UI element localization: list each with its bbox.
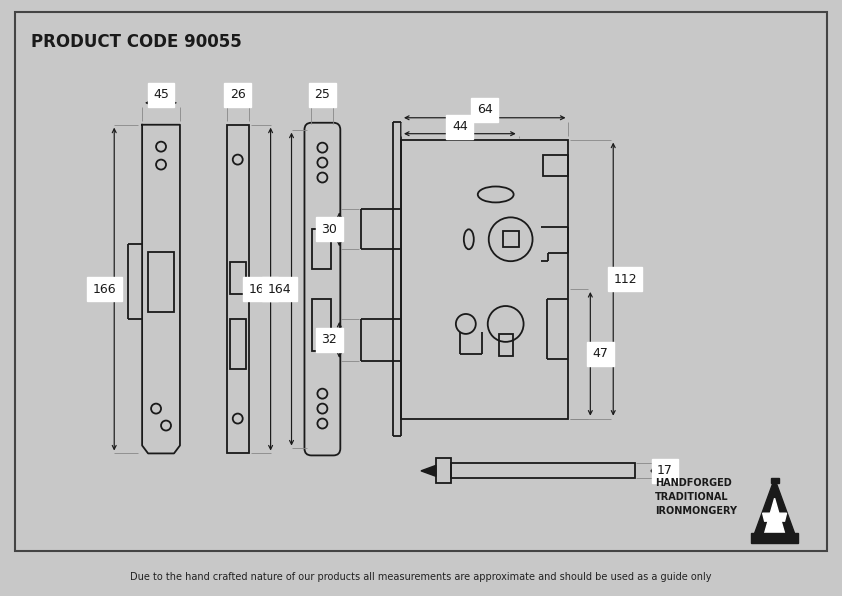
Bar bbox=[312, 299, 332, 351]
Bar bbox=[503, 231, 519, 247]
Text: 64: 64 bbox=[477, 103, 493, 116]
Bar bbox=[498, 334, 513, 356]
Bar bbox=[230, 319, 246, 369]
Polygon shape bbox=[754, 479, 795, 533]
Text: Due to the hand crafted nature of our products all measurements are approximate : Due to the hand crafted nature of our pr… bbox=[131, 572, 711, 582]
Text: 25: 25 bbox=[314, 88, 330, 101]
Text: 30: 30 bbox=[322, 223, 338, 236]
Bar bbox=[401, 139, 568, 418]
Text: 166: 166 bbox=[93, 283, 116, 296]
Text: 112: 112 bbox=[613, 272, 637, 285]
Polygon shape bbox=[421, 465, 436, 476]
Bar bbox=[450, 463, 635, 479]
Text: 44: 44 bbox=[452, 120, 467, 134]
Bar bbox=[312, 229, 332, 269]
Polygon shape bbox=[751, 533, 798, 543]
Text: 164: 164 bbox=[268, 283, 291, 296]
Bar bbox=[230, 262, 246, 294]
Text: IRONMONGERY: IRONMONGERY bbox=[655, 506, 737, 516]
Text: HANDFORGED: HANDFORGED bbox=[655, 479, 732, 488]
Bar bbox=[542, 154, 568, 176]
Polygon shape bbox=[765, 498, 785, 533]
Text: 32: 32 bbox=[322, 333, 338, 346]
Text: TRADITIONAL: TRADITIONAL bbox=[655, 492, 728, 502]
Text: PRODUCT CODE 90055: PRODUCT CODE 90055 bbox=[30, 33, 242, 51]
Bar bbox=[148, 252, 174, 312]
Text: 26: 26 bbox=[230, 88, 246, 101]
Text: 45: 45 bbox=[153, 88, 169, 101]
Polygon shape bbox=[770, 479, 779, 483]
Text: 17: 17 bbox=[657, 464, 673, 477]
Text: 166: 166 bbox=[249, 283, 273, 296]
Bar bbox=[436, 458, 450, 483]
Polygon shape bbox=[763, 513, 786, 521]
Bar bbox=[226, 125, 248, 454]
Text: 47: 47 bbox=[592, 347, 608, 361]
